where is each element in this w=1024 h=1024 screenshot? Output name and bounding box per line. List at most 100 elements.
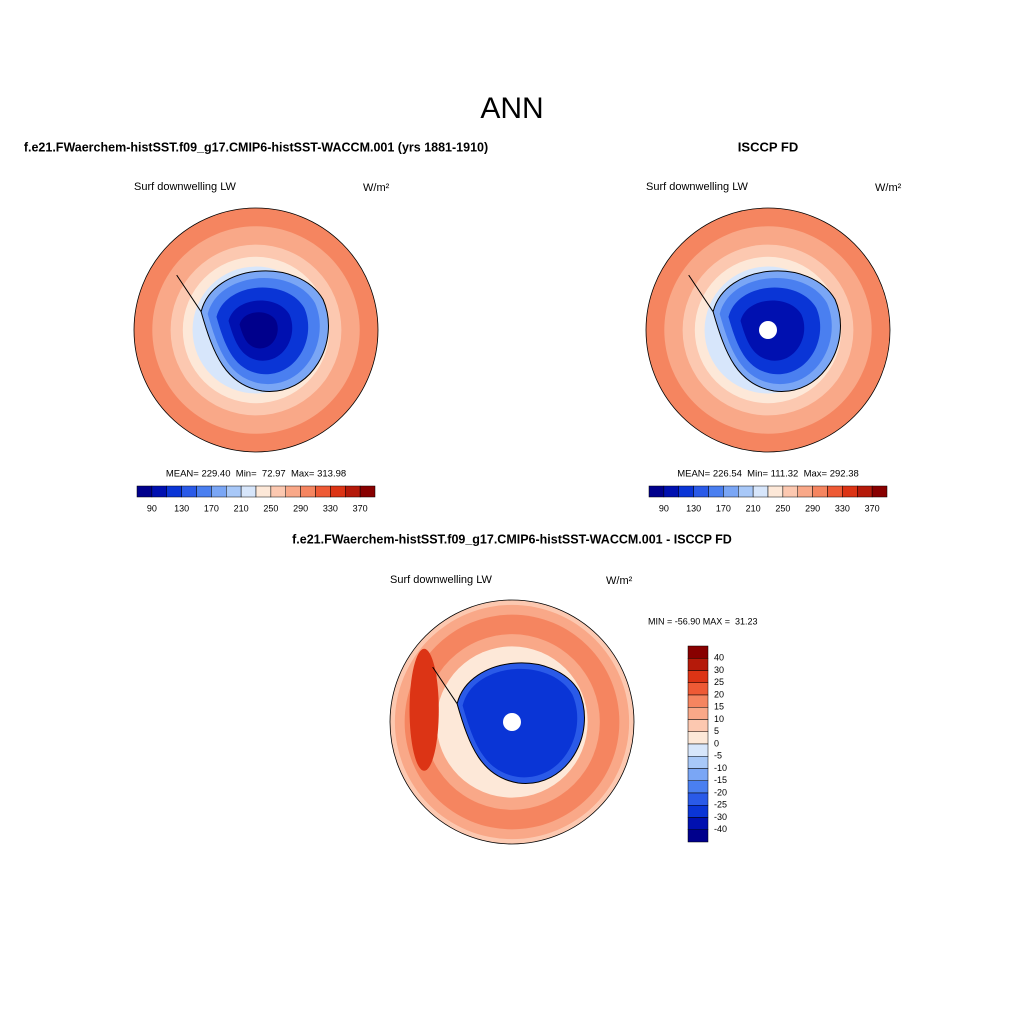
colorbar-label: 30 [714, 665, 724, 675]
colorbar-swatch [857, 485, 873, 498]
colorbar-swatch [693, 485, 709, 498]
colorbar-swatch [687, 768, 709, 781]
colorbar-swatch [136, 485, 153, 498]
colorbar-label: 0 [714, 738, 719, 748]
colorbar-swatch [723, 485, 739, 498]
colorbar-label: 40 [714, 653, 724, 663]
colorbar-swatch [687, 805, 709, 818]
stats-label: MEAN= 226.54 Min= 111.32 Max= 292.38 [677, 469, 859, 480]
colorbar-swatch [782, 485, 798, 498]
colorbar-swatch [166, 485, 182, 498]
coastline [176, 270, 329, 392]
colorbar-swatch [708, 485, 724, 498]
colorbar-swatch [827, 485, 843, 498]
map-border [389, 599, 635, 845]
colorbar-swatch [255, 485, 272, 498]
colorbar-label: -25 [714, 800, 727, 810]
polar-map [389, 599, 635, 845]
units-label: W/m² [875, 182, 902, 194]
colorbar-swatch [285, 485, 301, 498]
colorbar-swatch [687, 719, 709, 732]
colorbar-label: -10 [714, 763, 727, 773]
colorbar-label: 330 [323, 503, 338, 513]
colorbar-swatch [687, 682, 709, 696]
colorbar-swatch [687, 731, 709, 745]
colorbar-label: 170 [204, 503, 219, 513]
colorbar-swatch [300, 485, 316, 498]
colorbar-swatch [240, 485, 257, 498]
figure-title: ANN [480, 92, 543, 125]
panel-title: ISCCP FD [738, 139, 798, 154]
map-patch [409, 648, 439, 771]
colorbar-swatch [871, 485, 888, 498]
polar-map [133, 207, 379, 453]
colorbar-swatch [752, 485, 769, 498]
colorbar-swatch [797, 485, 813, 498]
units-label: W/m² [363, 182, 390, 194]
colorbar-swatch [330, 485, 346, 498]
colorbar-label: -40 [714, 824, 727, 834]
variable-label: Surf downwelling LW [134, 181, 237, 193]
colorbar-swatch [151, 485, 167, 498]
variable-label: Surf downwelling LW [390, 574, 493, 586]
colorbar-swatch [687, 743, 709, 757]
colorbar-label: 330 [835, 503, 850, 513]
colorbar-swatch [687, 780, 709, 794]
colorbar-swatch [842, 485, 858, 498]
colorbar-label: 25 [714, 677, 724, 687]
colorbar-label: -15 [714, 775, 727, 785]
colorbar-swatch [687, 756, 709, 769]
colorbar-label: 90 [659, 503, 669, 513]
colorbar-label: 130 [686, 503, 701, 513]
colorbar-swatch [687, 645, 709, 659]
missing-data [503, 713, 521, 731]
colorbar-label: -20 [714, 787, 727, 797]
polar-map [645, 207, 891, 453]
colorbar-label: 10 [714, 714, 724, 724]
colorbar-swatch [315, 485, 331, 498]
map-border [645, 207, 891, 453]
colorbar-label: 170 [716, 503, 731, 513]
colorbar-swatch [687, 670, 709, 683]
colorbar-label: 290 [293, 503, 308, 513]
colorbar-label: 370 [353, 503, 368, 513]
colorbar-label: 210 [234, 503, 249, 513]
colorbar-swatch [181, 485, 197, 498]
colorbar-swatch [648, 485, 665, 498]
variable-label: Surf downwelling LW [646, 181, 749, 193]
colorbar-label: -5 [714, 751, 722, 761]
stats-label: MEAN= 229.40 Min= 72.97 Max= 313.98 [166, 469, 346, 480]
coastline [432, 662, 585, 784]
colorbar-swatch [687, 658, 709, 671]
colorbar-label: 15 [714, 702, 724, 712]
colorbar-label: 20 [714, 689, 724, 699]
colorbar-swatch [359, 485, 376, 498]
panel-title: f.e21.FWaerchem-histSST.f09_g17.CMIP6-hi… [24, 140, 488, 154]
colorbar-label: 5 [714, 726, 719, 736]
colorbar-label: 290 [805, 503, 820, 513]
colorbar-swatch [687, 829, 709, 843]
map-field [134, 208, 378, 452]
units-label: W/m² [606, 575, 633, 587]
colorbar-label: 370 [865, 503, 880, 513]
panel-title: f.e21.FWaerchem-histSST.f09_g17.CMIP6-hi… [292, 532, 732, 546]
map-region [239, 312, 278, 349]
colorbar-label: 130 [174, 503, 189, 513]
colorbar-label: 210 [746, 503, 761, 513]
colorbar-swatch [767, 485, 784, 498]
colorbar-label: 250 [263, 503, 278, 513]
colorbar-swatch [678, 485, 694, 498]
colorbar-swatch [211, 485, 227, 498]
map-border [133, 207, 379, 453]
colorbar-swatch [196, 485, 212, 498]
colorbar-swatch [738, 485, 754, 498]
colorbar-swatch [687, 792, 709, 806]
colorbar-label: -30 [714, 812, 727, 822]
colorbar-swatch [226, 485, 242, 498]
colorbar-swatch [812, 485, 828, 498]
coastline [688, 270, 841, 392]
colorbar-swatch [687, 817, 709, 830]
colorbar-swatch [663, 485, 679, 498]
colorbar-swatch [687, 694, 709, 708]
